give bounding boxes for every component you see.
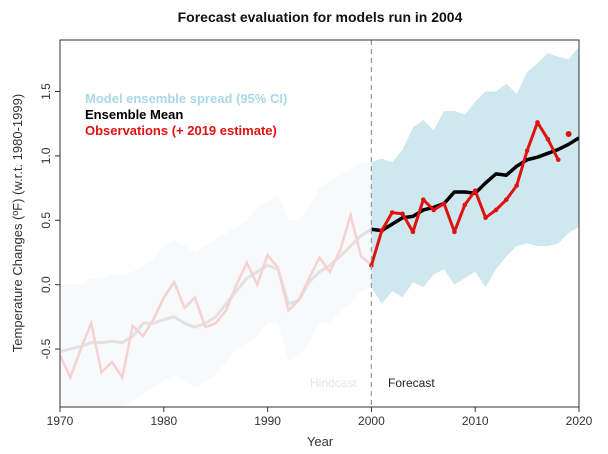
chart-title: Forecast evaluation for models run in 20… (178, 9, 463, 25)
observation-point (410, 229, 416, 235)
observation-point (483, 215, 488, 221)
observation-point (565, 131, 572, 138)
forecast-region-label: Forecast (388, 376, 435, 390)
observation-point (524, 148, 530, 154)
observation-point (535, 120, 540, 125)
y-tick-label: -0.5 (39, 338, 53, 359)
hindcast-region-label: Hindcast (310, 376, 357, 390)
hindcast-spread-band (60, 162, 372, 407)
observation-point (431, 207, 436, 213)
legend-entry: Model ensemble spread (95% CI) (85, 91, 287, 106)
observation-point (472, 188, 478, 193)
observation-point (555, 157, 561, 163)
plot-frame (59, 39, 580, 408)
y-tick-label: 1.0 (39, 147, 53, 164)
x-axis-label: Year (307, 434, 334, 449)
hindcast-mean-line (60, 228, 373, 354)
x-axis: 1970 1980 1990 2000 2010 2020 (47, 407, 593, 428)
legend: Model ensemble spread (95% CI)Ensemble M… (85, 91, 287, 138)
observation-point (379, 228, 385, 233)
observation-point (389, 210, 395, 215)
observation-point (400, 211, 405, 217)
legend-entry: Observations (+ 2019 estimate) (85, 123, 277, 138)
legend-entry: Ensemble Mean (85, 107, 183, 122)
x-tick-label: 1980 (150, 414, 177, 428)
y-axis-label: Temperature Changes (ºF) (w.r.t. 1980-19… (10, 94, 25, 352)
observation-point (514, 183, 520, 188)
x-tick-label: 2000 (358, 414, 385, 428)
y-tick-label: 0.0 (39, 276, 53, 293)
observation-point (452, 229, 457, 235)
x-tick-label: 2020 (566, 414, 593, 428)
observation-point (441, 201, 447, 206)
hindcast-observations-line (60, 210, 373, 381)
plot-content (60, 40, 579, 407)
y-tick-label: 0.5 (39, 212, 53, 229)
observation-point (545, 136, 551, 142)
y-axis: -0.5 0.0 0.5 1.0 1.5 (39, 83, 60, 359)
x-tick-label: 1970 (47, 414, 74, 428)
x-tick-label: 1990 (254, 414, 281, 428)
y-tick-label: 1.5 (39, 83, 53, 100)
observation-point (462, 202, 468, 208)
observation-point (421, 197, 426, 202)
plot-area (60, 40, 579, 407)
observation-point (504, 197, 509, 202)
spread-band (371, 46, 579, 304)
x-tick-label: 2010 (462, 414, 489, 428)
observation-point (493, 207, 499, 213)
